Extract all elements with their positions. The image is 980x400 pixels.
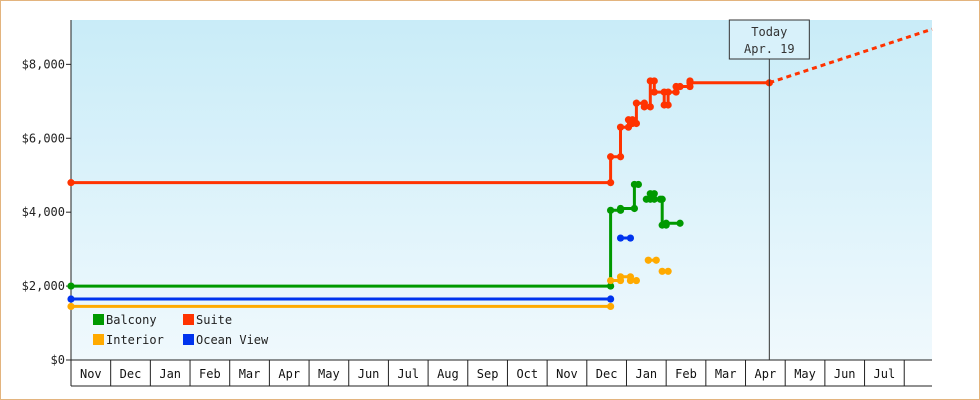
legend: Balcony Suite Interior Ocean View <box>93 313 269 347</box>
month-label: Mar <box>715 367 737 381</box>
month-label: Nov <box>556 367 578 381</box>
data-point <box>652 256 660 264</box>
month-label: Apr <box>755 367 777 381</box>
month-label: Jul <box>874 367 896 381</box>
data-point <box>607 276 615 285</box>
data-point <box>664 88 672 96</box>
data-point <box>626 276 635 285</box>
series-suite <box>67 27 933 187</box>
data-point <box>632 99 641 107</box>
legend-swatch <box>183 334 194 345</box>
today-box <box>728 19 810 60</box>
month-label: Apr <box>278 367 300 381</box>
legend-label: Ocean View <box>196 333 269 347</box>
data-point <box>607 153 615 161</box>
month-label: Feb <box>199 367 221 381</box>
data-point <box>616 273 625 281</box>
data-point <box>607 179 615 187</box>
month-label: Dec <box>596 367 618 381</box>
month-label: May <box>318 367 340 381</box>
y-tick-label: $8,000 <box>22 57 65 71</box>
data-point <box>607 206 615 214</box>
data-point <box>632 119 641 128</box>
y-tick-label: $0 <box>51 353 65 367</box>
legend-swatch <box>183 314 194 325</box>
y-axis: $0 $2,000 $4,000 $6,000 $8,000 <box>22 20 72 367</box>
data-point <box>646 103 654 111</box>
x-axis: Nov Dec Jan Feb Mar Apr May Jun Jul Aug Sep Oct Nov D… <box>70 359 932 387</box>
data-point <box>686 79 694 87</box>
y-tick-label: $4,000 <box>22 205 65 219</box>
series-ocean-view <box>67 234 635 303</box>
legend-label: Balcony <box>106 313 157 327</box>
month-label: Nov <box>80 367 102 381</box>
data-point <box>672 88 680 96</box>
data-point <box>632 276 641 285</box>
data-point <box>650 88 658 96</box>
data-point <box>67 282 75 290</box>
data-point <box>616 153 625 161</box>
data-point <box>644 256 652 264</box>
plot-area <box>71 20 932 360</box>
data-point <box>607 302 615 311</box>
data-point <box>664 101 672 109</box>
data-point <box>640 103 648 111</box>
y-tick-label: $6,000 <box>22 131 65 145</box>
series-layer <box>67 27 933 311</box>
month-label: Jan <box>159 367 181 381</box>
month-label: May <box>794 367 816 381</box>
legend-label: Interior <box>106 333 164 347</box>
data-point <box>616 204 625 213</box>
legend-swatch <box>93 314 104 325</box>
data-point <box>67 302 75 311</box>
month-label: Dec <box>120 367 142 381</box>
today-title: Today <box>751 25 787 39</box>
data-point <box>607 282 615 290</box>
data-point <box>650 77 658 85</box>
month-label: Mar <box>239 367 261 381</box>
month-label: Aug <box>437 367 459 381</box>
month-label: Jul <box>397 367 419 381</box>
data-point <box>650 190 658 198</box>
today-marker: Today Apr. 19 <box>728 19 810 360</box>
series-balcony <box>67 180 684 290</box>
data-point <box>634 180 642 189</box>
y-tick-label: $2,000 <box>22 279 65 293</box>
data-point <box>676 82 684 91</box>
month-label: Feb <box>675 367 697 381</box>
data-point <box>630 204 639 213</box>
month-label: Jun <box>834 367 856 381</box>
data-point <box>67 179 75 187</box>
month-label: Jan <box>635 367 657 381</box>
data-point <box>607 295 615 303</box>
month-label: Oct <box>516 367 538 381</box>
legend-swatch <box>93 334 104 345</box>
data-point <box>616 123 625 131</box>
data-point <box>664 267 672 275</box>
legend-label: Suite <box>196 313 232 327</box>
month-label: Jun <box>358 367 380 381</box>
today-date: Apr. 19 <box>744 42 795 56</box>
data-point <box>616 234 625 242</box>
data-point <box>626 234 635 242</box>
month-label: Sep <box>477 367 499 381</box>
projection-line <box>768 27 933 85</box>
data-point <box>67 295 75 303</box>
series-interior <box>67 256 672 311</box>
data-point <box>650 195 658 203</box>
data-point <box>658 195 666 203</box>
data-point <box>662 219 670 227</box>
data-point <box>676 219 684 227</box>
data-point <box>658 267 666 275</box>
